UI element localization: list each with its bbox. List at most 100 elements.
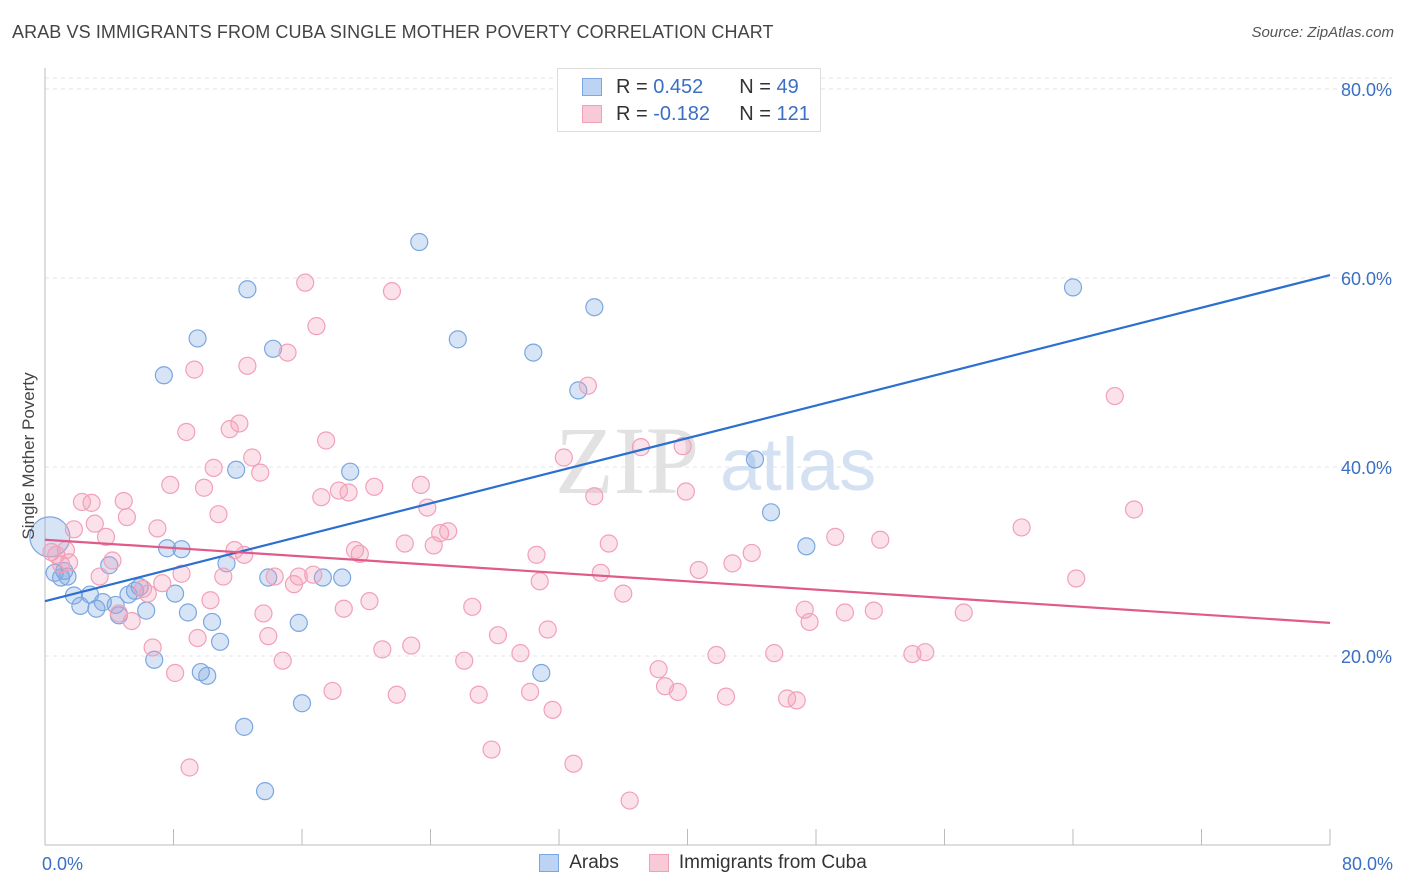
cuba-point <box>668 682 687 701</box>
arab-point <box>797 537 816 556</box>
cuba-point <box>382 282 402 301</box>
cuba-point <box>1067 569 1086 588</box>
cuba-point <box>511 644 530 663</box>
cuba-point <box>166 663 185 683</box>
cuba-point <box>543 700 562 719</box>
legend-row-arabs: R = 0.452 N = 49 <box>582 75 799 99</box>
arab-point <box>448 330 467 349</box>
arabs-trend-line <box>44 274 1331 603</box>
arab-point <box>292 694 312 713</box>
tick-labels: 20.0% 40.0% 60.0% 80.0% 0.0% 80.0% <box>42 80 1393 874</box>
cuba-point <box>194 478 214 497</box>
source-credit: Source: ZipAtlas.com <box>1251 24 1394 41</box>
cuba-point <box>469 685 488 704</box>
cuba-point <box>676 482 695 501</box>
cuba-point <box>742 543 761 563</box>
cuba-point <box>707 645 726 665</box>
arab-point <box>585 298 604 317</box>
cuba-point <box>312 488 331 507</box>
cuba-point <box>334 599 353 618</box>
arab-point <box>154 366 173 385</box>
cuba-point <box>316 431 336 450</box>
x-tick-label: 80.0% <box>1342 854 1393 874</box>
arab-point <box>235 717 254 736</box>
arabs-swatch <box>582 78 602 96</box>
r-value: 0.452 <box>653 75 704 98</box>
arab-point <box>166 584 185 603</box>
arab-point <box>410 232 429 252</box>
watermark-atlas: atlas <box>720 423 876 506</box>
arab-point <box>178 603 198 622</box>
cuba-point <box>243 448 262 467</box>
legend-label-arabs: Arabs <box>569 852 619 873</box>
cuba-point <box>289 567 308 586</box>
series-legend: Arabs Immigrants from Cuba <box>0 852 1406 874</box>
cuba-point <box>42 542 61 562</box>
cuba-point <box>395 534 414 553</box>
cuba-point <box>153 574 172 593</box>
x-tick-label: 0.0% <box>42 854 83 874</box>
cuba-point <box>304 565 323 584</box>
data-points <box>29 232 1144 810</box>
arab-point <box>341 462 360 481</box>
cuba-point <box>82 493 101 512</box>
arab-point <box>532 663 551 683</box>
n-value: 49 <box>776 75 799 98</box>
y-tick-label: 40.0% <box>1341 458 1392 478</box>
y-tick-label: 60.0% <box>1341 269 1392 289</box>
arab-point <box>289 613 308 632</box>
cuba-point <box>201 591 220 610</box>
cuba-point <box>278 343 297 362</box>
cuba-point <box>96 527 116 546</box>
cuba-point <box>373 640 392 659</box>
cuba-point <box>103 551 122 570</box>
cuba-point <box>188 628 207 648</box>
cuba-point <box>350 544 369 564</box>
y-tick-label: 80.0% <box>1341 80 1392 100</box>
r-label: R = <box>616 75 648 98</box>
correlation-legend: R = 0.452 N = 49 R = -0.182 N = 121 <box>557 68 821 132</box>
arab-point <box>569 381 588 400</box>
cuba-point <box>387 685 406 704</box>
trend-lines <box>44 274 1331 624</box>
cuba-point <box>826 527 845 546</box>
cuba-point <box>204 458 223 477</box>
cuba-point <box>520 682 540 701</box>
watermark-zip: ZIP <box>555 407 699 514</box>
cuba-point <box>614 584 633 603</box>
legend-label-cuba: Immigrants from Cuba <box>678 852 867 873</box>
r-value: -0.182 <box>653 102 710 125</box>
cuba-point <box>251 463 270 482</box>
cuba-point <box>649 660 668 679</box>
cuba-point <box>114 491 133 511</box>
cuba-point <box>482 740 501 759</box>
cuba-point <box>1012 518 1031 537</box>
cuba-point <box>673 437 692 456</box>
cuba-point <box>307 317 326 336</box>
cuba-point <box>439 522 458 541</box>
cuba-point <box>339 483 358 502</box>
cuba-point <box>64 520 84 539</box>
cuba-swatch <box>582 105 602 123</box>
cuba-point <box>1105 386 1124 406</box>
cuba-point <box>585 487 604 506</box>
n-value: 121 <box>776 102 810 125</box>
watermark: ZIP atlas <box>555 407 876 514</box>
cuba-point <box>238 356 257 375</box>
cuba-point <box>527 545 546 564</box>
arab-point <box>227 460 246 479</box>
legend-item-arabs: Arabs <box>539 852 619 874</box>
cuba-point <box>220 420 239 439</box>
arab-point <box>1063 278 1083 297</box>
cuba-point <box>117 507 137 527</box>
cuba-point <box>138 584 157 603</box>
arab-point <box>210 632 230 651</box>
arab-point <box>202 612 222 632</box>
arab-point <box>238 280 257 299</box>
y-axis-label: Single Mother Poverty <box>19 372 38 540</box>
arab-point <box>198 666 217 685</box>
cuba-point <box>787 691 806 710</box>
cuba-point <box>323 681 342 701</box>
cuba-point <box>296 273 315 292</box>
